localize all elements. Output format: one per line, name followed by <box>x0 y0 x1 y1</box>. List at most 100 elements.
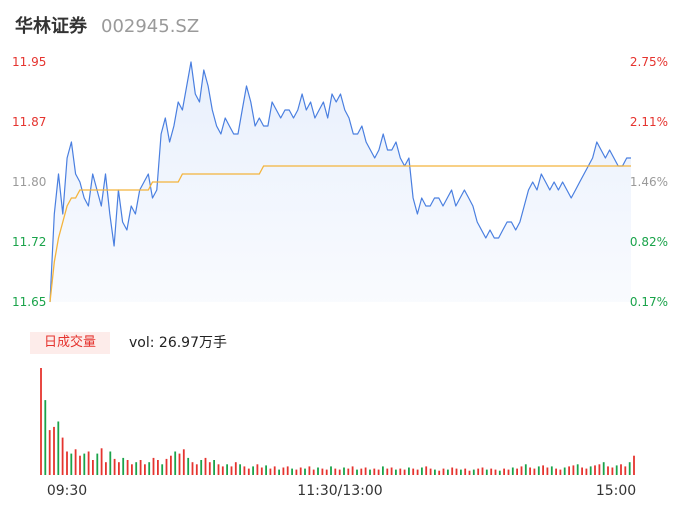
volume-bar <box>247 468 250 475</box>
volume-bar <box>425 466 428 475</box>
volume-bar <box>79 455 81 475</box>
volume-bar <box>83 453 86 475</box>
volume-bar <box>468 470 471 475</box>
volume-tab[interactable]: 日成交量 <box>30 332 110 354</box>
volume-bar <box>295 469 298 475</box>
volume-bar <box>148 462 151 475</box>
volume-bar <box>347 468 350 475</box>
volume-bar <box>550 466 553 475</box>
stock-code: 002945.SZ <box>101 16 200 37</box>
volume-bar <box>92 460 94 475</box>
volume-bar <box>260 467 263 475</box>
percent-tick-label: 2.11% <box>630 115 668 129</box>
volume-bar <box>74 449 77 475</box>
volume-bar <box>563 467 566 475</box>
volume-bar <box>208 462 211 475</box>
volume-bar <box>628 462 631 475</box>
volume-bar <box>157 460 159 475</box>
volume-bar <box>620 464 622 475</box>
volume-bar <box>239 464 241 475</box>
volume-bar <box>308 466 311 475</box>
volume-bar <box>312 469 315 475</box>
volume-bar <box>594 465 596 475</box>
volume-bar <box>144 464 146 475</box>
volume-bar <box>252 466 254 475</box>
volume-bar <box>438 470 441 475</box>
volume-bar <box>498 470 501 475</box>
volume-bar <box>286 466 289 475</box>
time-tick-label: 15:00 <box>596 483 636 499</box>
volume-bar <box>460 469 462 475</box>
volume-bar <box>369 469 371 475</box>
volume-bar <box>633 455 635 475</box>
volume-bar <box>66 451 68 475</box>
price-tick-label: 11.95 <box>12 55 46 69</box>
volume-bar <box>182 449 185 475</box>
volume-bar <box>109 451 112 475</box>
volume-bar <box>256 464 259 475</box>
volume-bar <box>429 468 432 475</box>
volume-bar <box>395 469 397 475</box>
volume-bar <box>537 466 540 475</box>
price-area-fill <box>50 62 631 302</box>
volume-bar <box>48 430 51 475</box>
volume-bar <box>464 468 467 475</box>
volume-bar <box>221 466 224 475</box>
price-tick-label: 11.72 <box>12 235 46 249</box>
average-price-line <box>49 165 631 303</box>
volume-bar <box>451 467 454 475</box>
volume-readout: vol: 26.97万手 <box>129 335 227 351</box>
volume-bar <box>403 469 406 475</box>
volume-bar <box>282 467 285 475</box>
volume-bar <box>386 468 389 475</box>
volume-bar <box>213 460 215 475</box>
volume-bar <box>317 467 319 475</box>
volume-bar <box>152 457 155 475</box>
volume-bar <box>187 457 190 475</box>
volume-bar <box>559 469 562 475</box>
volume-bar <box>230 466 233 475</box>
volume-bar <box>576 464 579 475</box>
volume-bar <box>269 468 272 475</box>
volume-bar <box>265 465 267 475</box>
price-tick-label: 11.80 <box>12 175 46 189</box>
volume-bar <box>278 469 280 475</box>
stock-header: 华林证券 002945.SZ <box>15 12 199 40</box>
volume-bar <box>472 469 475 475</box>
volume-bar <box>57 421 60 475</box>
price-tick-label: 11.65 <box>12 295 46 309</box>
volume-bar <box>44 400 47 475</box>
volume-bar <box>408 467 410 475</box>
volume-bar <box>204 457 207 475</box>
volume-bar <box>321 468 324 475</box>
volume-bar <box>178 453 181 475</box>
volume-bar <box>87 451 90 475</box>
volume-bar <box>555 468 557 475</box>
volume-bar <box>602 462 605 475</box>
volume-bar <box>533 468 536 475</box>
volume-bar <box>542 465 544 475</box>
volume-bar <box>351 466 354 475</box>
volume-bar <box>126 460 129 475</box>
volume-bar <box>494 469 497 475</box>
time-tick-label: 09:30 <box>47 483 87 499</box>
volume-bar <box>53 426 55 475</box>
volume-bar <box>325 469 328 475</box>
volume-bar <box>524 464 527 475</box>
volume-bar <box>330 466 332 475</box>
volume-bar <box>581 467 583 475</box>
volume-bar <box>122 457 125 475</box>
volume-bar <box>399 468 402 475</box>
volume-bar <box>174 451 177 475</box>
volume-bar <box>607 466 609 475</box>
volume-bar <box>421 467 423 475</box>
volume-bar <box>356 469 358 475</box>
volume-bar <box>485 469 488 475</box>
volume-bar <box>503 468 505 475</box>
volume-bar <box>412 468 415 475</box>
volume-bar <box>304 468 306 475</box>
volume-bar <box>511 467 514 475</box>
time-tick-label: 11:30/13:00 <box>297 483 382 499</box>
volume-bar <box>273 466 276 475</box>
